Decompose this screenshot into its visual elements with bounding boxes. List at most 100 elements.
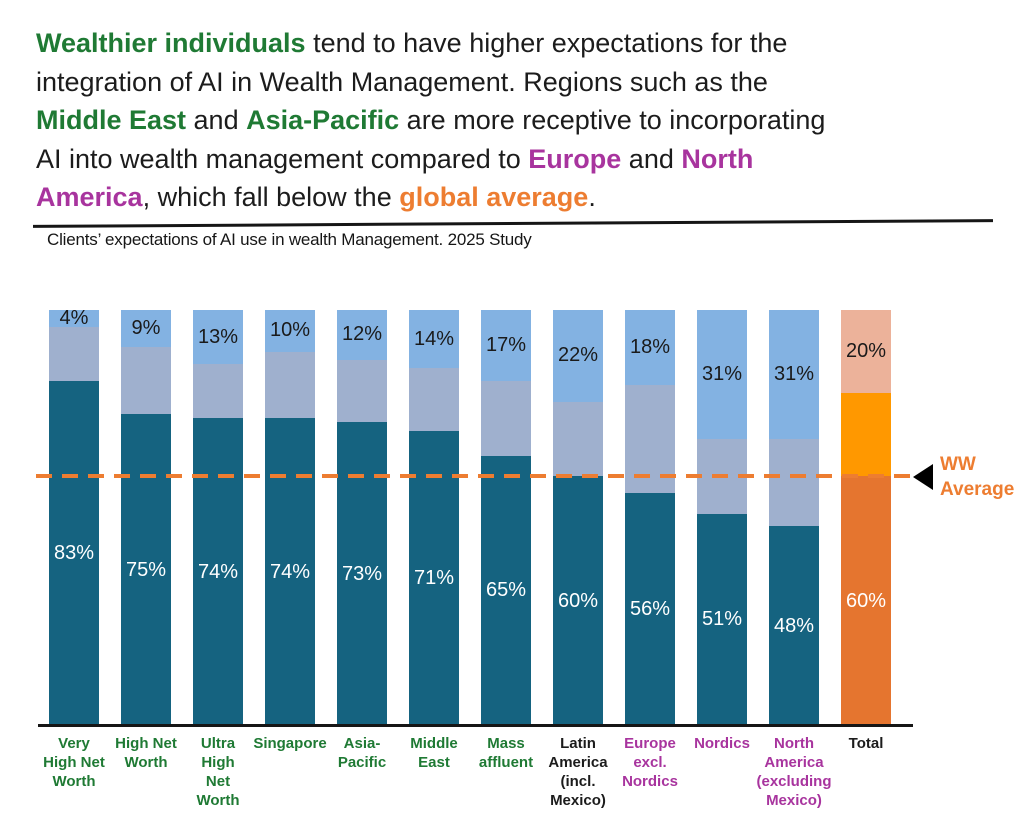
- bar-top-value: 31%: [701, 362, 743, 385]
- bar-bottom-value: 65%: [485, 579, 527, 602]
- bar-segment-top: [841, 310, 891, 394]
- bar-bottom-value: 48%: [773, 614, 815, 637]
- ww-average-dashed-line: [36, 474, 912, 478]
- ww-average-line2: Average: [940, 479, 1015, 500]
- bar-nordics: 31% 51%: [697, 310, 747, 726]
- bar-segment-middle: [193, 364, 243, 419]
- bar-top-value: 9%: [131, 317, 161, 340]
- bar-asia-pacific: 12% 73%: [337, 310, 387, 726]
- headline-paragraph: Wealthier individuals tend to have highe…: [36, 24, 996, 217]
- bar-segment-top: [193, 310, 243, 365]
- chart-subtitle: Clients’ expectations of AI use in wealt…: [47, 230, 532, 249]
- bar-bottom-value: 75%: [125, 558, 167, 581]
- bar-segment-bottom: [553, 476, 603, 726]
- bar-bottom-value: 60%: [557, 589, 599, 612]
- bar-top-value: 14%: [413, 327, 455, 350]
- bar-segment-bottom: [697, 513, 747, 726]
- bar-top-value: 22%: [557, 344, 599, 367]
- category-label-total: Total: [848, 735, 884, 752]
- bar-bottom-value: 71%: [413, 566, 455, 589]
- bar-segment-top: [121, 310, 171, 348]
- ww-average-line1: WW: [940, 454, 976, 475]
- bar-ultra-high-net-worth: 13% 74%: [193, 310, 243, 726]
- bar-bottom-value: 51%: [701, 608, 743, 631]
- bar-bottom-value: 74%: [269, 560, 311, 583]
- bar-segment-bottom: [625, 493, 675, 726]
- bar-total: 20% 60%: [841, 310, 891, 726]
- headline-segment: are more receptive to incorporating AI i…: [36, 105, 826, 174]
- category-label-asia-pacific: Asia- Pacific: [337, 735, 387, 771]
- bar-very-high-net-worth: 4% 83%: [49, 306, 99, 726]
- bar-segment-middle: [265, 351, 315, 419]
- bar-top-value: 10%: [269, 319, 311, 342]
- bar-mass-affluent: 17% 65%: [481, 310, 531, 726]
- category-label-nordics: Nordics: [694, 735, 750, 752]
- headline-segment: Middle East: [36, 105, 187, 135]
- bar-segment-bottom: [49, 380, 99, 726]
- bar-segment-middle: [553, 401, 603, 477]
- category-label-ultra-high-net-worth: Ultra High Net Worth: [196, 735, 240, 809]
- bar-high-net-worth: 9% 75%: [121, 310, 171, 726]
- bar-top-value: 20%: [845, 340, 887, 363]
- bar-segment-bottom: [841, 476, 891, 726]
- headline-segment: .: [588, 182, 596, 212]
- bar-bottom-value: 60%: [845, 589, 887, 612]
- category-label-mass-affluent: Mass affluent: [478, 735, 534, 771]
- bar-segment-middle: [337, 359, 387, 423]
- bar-segment-middle: [121, 347, 171, 414]
- bar-top-value: 17%: [485, 333, 527, 356]
- bar-segment-top: [49, 310, 99, 327]
- headline-segment: North America: [36, 143, 754, 213]
- ww-average-label: WW Average: [940, 452, 1014, 502]
- category-label-middle-east: Middle East: [410, 735, 458, 771]
- bar-bottom-value: 73%: [341, 562, 383, 585]
- category-label-north-america-excluding-mexico: North America (excluding Mexico): [756, 735, 832, 809]
- bar-segment-middle: [481, 380, 531, 456]
- headline-segment: and: [186, 105, 247, 135]
- headline-segment: Asia-Pacific: [246, 105, 400, 135]
- bar-segment-bottom: [769, 526, 819, 726]
- bar-bottom-value: 74%: [197, 560, 239, 583]
- bar-segment-middle: [841, 393, 891, 477]
- bar-top-value: 12%: [341, 323, 383, 346]
- bar-bottom-value: 56%: [629, 598, 671, 621]
- bar-segment-top: [625, 310, 675, 385]
- bar-top-value: 13%: [197, 325, 239, 348]
- bar-segment-top: [553, 310, 603, 402]
- bar-segment-bottom: [121, 413, 171, 726]
- bar-segment-top: [481, 310, 531, 381]
- headline-segment: , which fall below the: [142, 182, 400, 212]
- bar-latin-america-incl-mexico: 22% 60%: [553, 310, 603, 726]
- bar-segment-bottom: [481, 455, 531, 726]
- bar-segment-top: [337, 310, 387, 360]
- bar-singapore: 10% 74%: [265, 310, 315, 726]
- bar-segment-middle: [49, 326, 99, 381]
- headline-segment: tend to have higher expectations for the…: [36, 28, 788, 97]
- category-label-europe-excl-nordics: Europe excl. Nordics: [622, 735, 678, 790]
- ww-average-arrow-icon: [913, 464, 933, 490]
- bar-segment-top: [697, 310, 747, 439]
- bar-top-value: 4%: [59, 306, 89, 329]
- bar-top-value: 18%: [629, 335, 671, 358]
- bar-segment-middle: [409, 368, 459, 431]
- bar-bottom-value: 83%: [53, 541, 95, 564]
- headline-segment: and: [621, 143, 682, 174]
- bar-north-america-excluding-mexico: 31% 48%: [769, 310, 819, 726]
- bar-segment-top: [409, 310, 459, 369]
- bar-middle-east: 14% 71%: [409, 310, 459, 726]
- headline-segment: global average: [399, 182, 589, 212]
- x-axis-line: [38, 724, 913, 727]
- category-label-singapore: Singapore: [253, 735, 327, 752]
- category-label-very-high-net-worth: Very High Net Worth: [43, 735, 105, 790]
- bar-segment-bottom: [193, 418, 243, 726]
- bar-segment-top: [769, 310, 819, 439]
- bar-top-value: 31%: [773, 362, 815, 385]
- headline-segment: Wealthier individuals: [36, 28, 306, 58]
- bar-segment-top: [265, 310, 315, 352]
- bar-segment-middle: [769, 438, 819, 527]
- bar-segment-bottom: [265, 418, 315, 726]
- category-label-latin-america-incl-mexico: Latin America (incl. Mexico): [548, 735, 608, 809]
- bar-europe-excl-nordics: 18% 56%: [625, 310, 675, 726]
